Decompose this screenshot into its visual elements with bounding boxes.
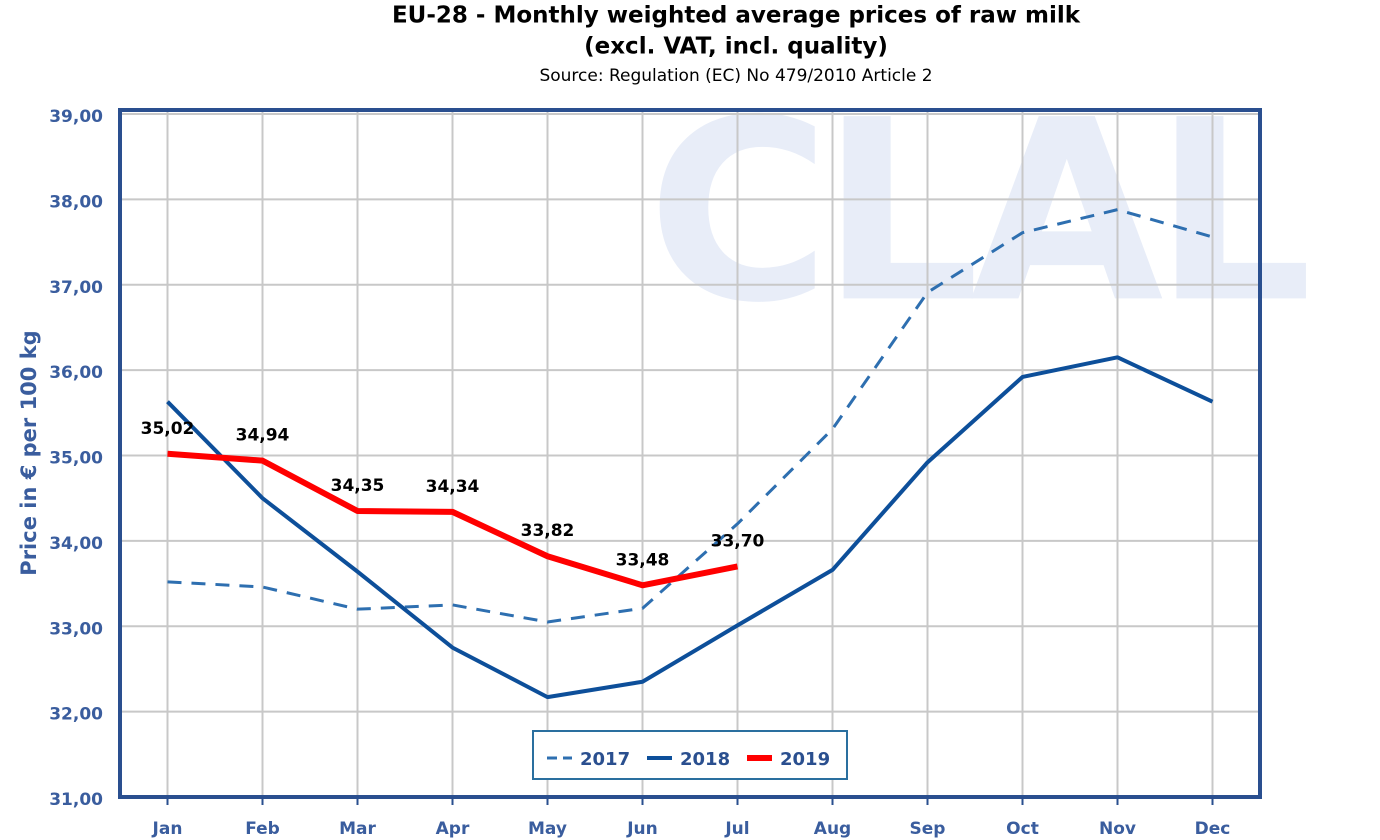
x-tick-label: Apr xyxy=(436,819,470,839)
y-axis-label: Price in € per 100 kg xyxy=(17,330,41,575)
data-label: 33,70 xyxy=(711,531,765,551)
legend-box xyxy=(532,730,848,780)
data-label: 34,94 xyxy=(236,426,290,446)
y-tick-label: 34,00 xyxy=(49,534,103,554)
x-tick-label: Jan xyxy=(152,819,183,839)
line-series xyxy=(166,355,1214,700)
y-tick-label: 38,00 xyxy=(49,192,103,212)
chart-source: Source: Regulation (EC) No 479/2010 Arti… xyxy=(539,66,932,86)
chart-subtitle: (excl. VAT, incl. quality) xyxy=(584,34,888,60)
line-series xyxy=(167,208,1213,624)
y-tick-label: 37,00 xyxy=(49,278,103,298)
x-tick-label: Dec xyxy=(1195,819,1231,839)
data-label: 33,82 xyxy=(521,521,575,541)
x-tick-label: Jun xyxy=(626,819,658,839)
legend-label: 2017 xyxy=(580,749,630,770)
data-label: 35,02 xyxy=(141,419,195,439)
legend-label: 2018 xyxy=(680,749,730,770)
x-tick-label: May xyxy=(528,819,567,839)
x-tick-label: Oct xyxy=(1006,819,1039,839)
x-tick-label: Feb xyxy=(245,819,280,839)
y-tick-label: 35,00 xyxy=(49,449,103,469)
x-tick-label: Aug xyxy=(814,819,851,839)
x-tick-label: Mar xyxy=(339,819,376,839)
y-tick-label: 36,00 xyxy=(49,363,103,383)
line-series xyxy=(167,450,739,589)
data-label: 33,48 xyxy=(616,550,670,570)
x-tick-label: Nov xyxy=(1099,819,1136,839)
legend-label: 2019 xyxy=(780,749,830,770)
x-tick-label: Jul xyxy=(724,819,749,839)
data-label: 34,34 xyxy=(426,477,480,497)
plot-frame xyxy=(118,108,1262,799)
y-tick-label: 39,00 xyxy=(49,107,103,127)
y-tick-label: 31,00 xyxy=(49,790,103,810)
x-tick-label: Sep xyxy=(910,819,946,839)
data-label: 34,35 xyxy=(331,476,385,496)
y-tick-label: 32,00 xyxy=(49,705,103,725)
y-tick-label: 33,00 xyxy=(49,619,103,639)
chart-title: EU-28 - Monthly weighted average prices … xyxy=(392,3,1081,29)
